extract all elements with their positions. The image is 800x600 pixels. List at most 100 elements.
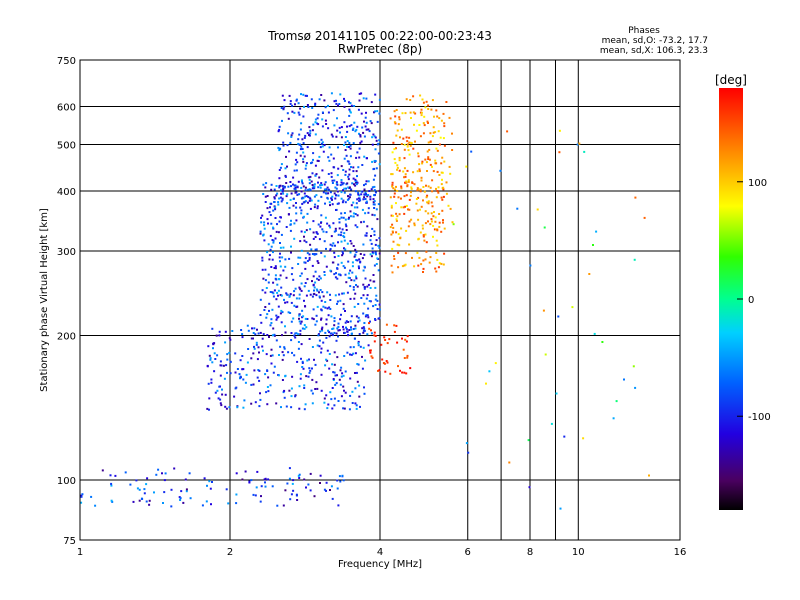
data-point [262, 233, 265, 236]
data-point [367, 207, 370, 210]
data-point [334, 294, 337, 297]
data-point [342, 216, 345, 219]
data-point [297, 111, 300, 114]
data-point [280, 286, 283, 289]
data-point [410, 218, 413, 221]
data-point [212, 347, 214, 350]
data-point [349, 111, 352, 114]
data-point [285, 405, 288, 408]
data-point [309, 175, 312, 178]
data-point [294, 395, 297, 398]
data-point [258, 351, 260, 354]
data-point [317, 186, 320, 189]
data-point [287, 213, 290, 216]
data-point [339, 480, 342, 483]
data-point [615, 400, 618, 403]
data-point [225, 407, 228, 410]
data-point [316, 387, 319, 390]
data-point [286, 301, 289, 304]
data-point [372, 252, 375, 255]
data-point [270, 188, 273, 191]
data-point [357, 320, 360, 323]
data-point [326, 307, 329, 310]
data-point [278, 128, 281, 131]
data-point [299, 333, 302, 336]
data-point [347, 175, 350, 178]
data-point [426, 120, 429, 123]
data-point [371, 186, 374, 189]
data-point [355, 277, 358, 280]
data-point [324, 364, 327, 367]
data-point [272, 281, 275, 284]
data-point [338, 227, 341, 230]
data-point [344, 321, 347, 324]
data-point [325, 123, 328, 125]
data-point [393, 110, 396, 113]
data-point [279, 345, 282, 348]
data-point [327, 329, 330, 332]
data-point [261, 289, 264, 292]
data-point [405, 136, 408, 139]
data-point [303, 387, 306, 389]
data-point [374, 251, 377, 254]
data-point [373, 135, 376, 138]
data-point [321, 329, 324, 332]
data-point [330, 485, 333, 488]
data-point [266, 207, 269, 210]
data-point [315, 294, 318, 297]
data-point [400, 187, 403, 190]
data-point [299, 256, 302, 259]
data-point [340, 212, 343, 215]
data-point [438, 225, 441, 228]
y-tick-label: 400 [57, 187, 76, 198]
data-point [373, 159, 376, 162]
data-point [271, 308, 274, 311]
data-point [324, 331, 327, 334]
data-point [424, 233, 427, 236]
data-point [395, 134, 398, 137]
data-point [311, 367, 313, 370]
data-point [371, 213, 374, 216]
data-point [320, 317, 323, 320]
data-point [424, 106, 427, 109]
data-point [339, 131, 341, 134]
data-point [426, 201, 429, 204]
data-point [265, 353, 268, 356]
data-point [425, 241, 428, 244]
data-point [583, 150, 586, 153]
data-point [285, 155, 287, 158]
data-point [285, 276, 288, 279]
data-point [348, 101, 350, 104]
data-point [373, 214, 376, 217]
data-point [371, 160, 374, 163]
data-point [262, 183, 265, 186]
data-point [365, 234, 368, 237]
data-point [401, 371, 404, 374]
data-point [266, 334, 269, 336]
data-point [337, 167, 340, 170]
data-point [427, 220, 429, 223]
data-point [269, 214, 272, 216]
data-point [342, 235, 345, 237]
data-point [342, 374, 345, 377]
data-point [386, 361, 389, 364]
data-point [408, 220, 411, 223]
data-point [263, 239, 266, 242]
data-point [353, 105, 356, 107]
data-point [333, 404, 336, 407]
data-point [320, 195, 323, 198]
data-point [302, 201, 305, 204]
data-point [410, 142, 413, 145]
data-point [427, 108, 430, 110]
data-point [340, 179, 343, 181]
data-point [412, 111, 415, 114]
data-point [558, 129, 561, 132]
data-point [442, 137, 445, 140]
data-point [229, 338, 232, 341]
data-point [392, 141, 395, 144]
data-point [305, 164, 308, 167]
data-point [308, 371, 311, 374]
data-point [345, 154, 348, 157]
data-point [325, 265, 328, 268]
data-point [396, 129, 399, 132]
